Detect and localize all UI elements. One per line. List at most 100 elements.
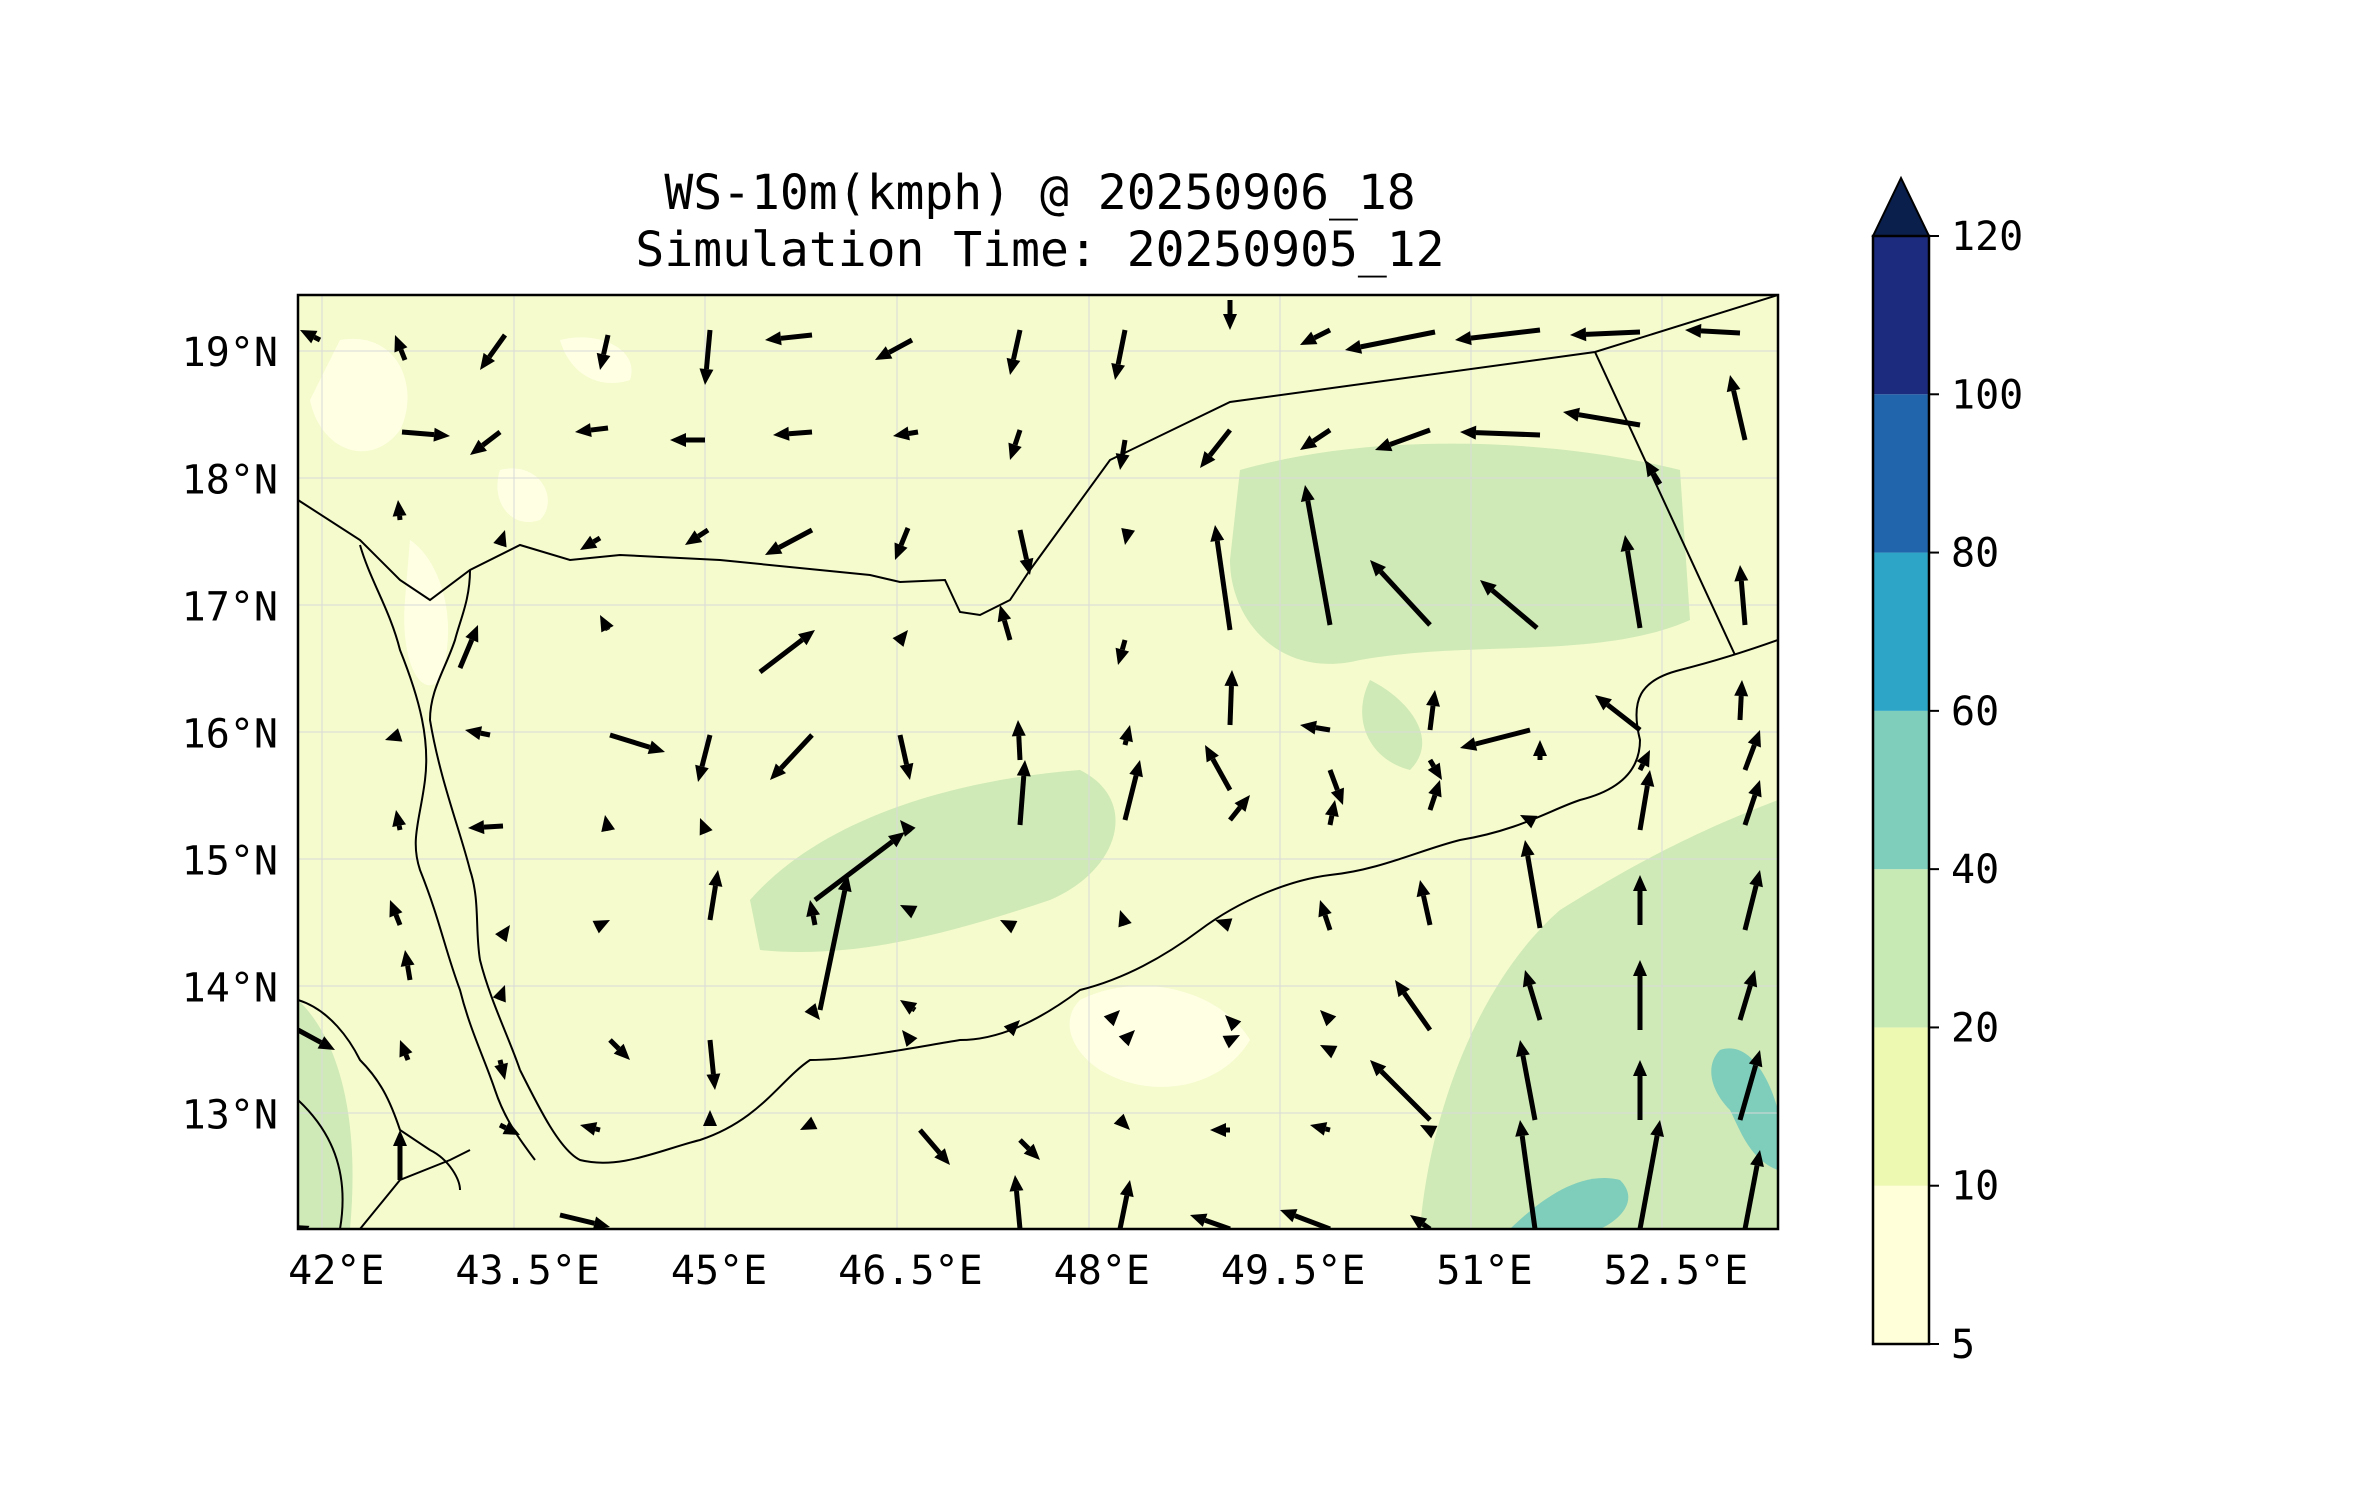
latitude-tick-label: 14°N xyxy=(182,966,278,1012)
wind-vector-arrow xyxy=(997,605,1013,641)
wind-vector-arrow xyxy=(1205,745,1233,792)
wind-vector-arrow xyxy=(393,1130,407,1180)
wind-vector-arrow xyxy=(559,1212,610,1229)
wind-vector-arrow xyxy=(457,625,479,669)
wind-vector-arrow xyxy=(1570,327,1641,342)
colorbar-segment xyxy=(1873,1185,1929,1344)
wind-vector-arrow xyxy=(1009,1175,1024,1229)
wind-vector-arrow xyxy=(394,335,408,361)
latitude-tick-labels: 19°N 18°N 17°N 16°N 15°N 14°N 13°N xyxy=(182,330,278,1138)
wind-vector-arrow xyxy=(1742,730,1761,771)
wind-vector-arrow xyxy=(1480,580,1539,630)
longitude-tick-label: 51°E xyxy=(1436,1248,1532,1294)
wind-vector-arrow xyxy=(1223,300,1237,330)
wind-vector-arrow xyxy=(1224,670,1239,726)
wind-speed-5-10-patch xyxy=(1069,985,1250,1087)
wind-vector-arrow xyxy=(813,832,905,902)
map-frame xyxy=(296,293,1780,1231)
wind-vector-arrow xyxy=(1118,910,1132,928)
yemen-oman-border xyxy=(1594,351,1736,656)
wind-vector-arrow xyxy=(773,426,813,441)
wind-vector-arrow xyxy=(1018,1138,1040,1160)
wind-vector-arrow xyxy=(1633,1060,1647,1120)
longitude-tick-labels: 42°E 43.5°E 45°E 46.5°E 48°E 49.5°E 51°E 52.5°E xyxy=(288,1248,1748,1294)
wind-vector-arrow xyxy=(1111,329,1128,380)
wind-vector-arrow xyxy=(918,1128,950,1165)
horn-of-africa-coast xyxy=(298,1099,344,1229)
wind-vector-arrow xyxy=(817,875,852,1011)
wind-vector-arrow xyxy=(758,630,815,674)
colorbar-tick-label: 5 xyxy=(1951,1322,1975,1368)
wind-vector-arrow xyxy=(1228,795,1250,822)
colorbar-segment xyxy=(1873,869,1929,1028)
wind-vector-arrow xyxy=(1300,327,1332,345)
wind-vector-arrow xyxy=(1370,560,1432,627)
wind-vector-arrow xyxy=(468,820,504,835)
wind-vector-arrow xyxy=(1742,870,1763,931)
wind-vector-arrow xyxy=(601,815,616,833)
wind-vectors xyxy=(298,300,1764,1229)
wind-vector-arrow xyxy=(770,733,814,780)
wind-vector-arrow xyxy=(1737,1050,1763,1121)
colorbar-segment xyxy=(1873,1027,1929,1186)
somali-border xyxy=(359,1149,471,1229)
wind-vector-arrow xyxy=(1225,1015,1242,1032)
wind-vector-arrow xyxy=(897,734,914,780)
wind-vector-arrow xyxy=(1416,880,1433,926)
wind-vector-arrow xyxy=(389,900,403,926)
wind-vector-arrow xyxy=(392,810,407,831)
wind-vector-arrow xyxy=(1563,407,1641,428)
wind-vector-arrow xyxy=(385,728,403,742)
colorbar-tick-label: 10 xyxy=(1951,1164,1999,1210)
wind-vector-arrow xyxy=(1460,425,1541,440)
wind-vector-arrow xyxy=(892,630,908,647)
longitude-tick-label: 45°E xyxy=(671,1248,767,1294)
wind-vector-arrow xyxy=(1280,1209,1331,1229)
wind-vector-arrow xyxy=(1210,525,1233,631)
wind-vector-arrow xyxy=(1122,760,1143,821)
longitude-tick-label: 48°E xyxy=(1054,1248,1150,1294)
wind-vector-arrow xyxy=(1426,690,1440,731)
colorbar-tick-label: 80 xyxy=(1951,531,1999,577)
wind-vector-arrow xyxy=(300,330,322,344)
wind-vector-arrow xyxy=(1017,529,1034,575)
wind-vector-arrow xyxy=(1300,720,1331,735)
wind-vector-arrow xyxy=(1636,750,1650,772)
wind-vector-arrow xyxy=(875,337,914,360)
wind-vector-arrow xyxy=(1210,1123,1230,1137)
wind-vector-arrow xyxy=(580,1122,601,1136)
wind-vector-arrow xyxy=(1113,1113,1130,1130)
longitude-tick-label: 43.5°E xyxy=(455,1248,600,1294)
wind-vector-arrow xyxy=(400,950,415,981)
colorbar-segment xyxy=(1873,710,1929,870)
wind-vector-arrow xyxy=(608,1038,630,1060)
wind-vector-arrow xyxy=(1115,439,1130,470)
wind-vector-arrow xyxy=(1742,780,1762,826)
colorbar-tick-label: 100 xyxy=(1951,372,2023,418)
wind-vector-arrow xyxy=(1522,970,1543,1021)
wind-vector-arrow xyxy=(695,734,713,782)
wind-speed-5-10-patch xyxy=(497,468,548,522)
colorbar-tick-label: 20 xyxy=(1951,1005,1999,1051)
latitude-tick-label: 17°N xyxy=(182,584,278,630)
wind-vector-arrow xyxy=(1395,980,1433,1032)
wind-vector-arrow xyxy=(600,615,614,633)
wind-vector-arrow xyxy=(1190,1213,1231,1229)
wind-vector-arrow xyxy=(1016,760,1031,826)
latitude-tick-label: 18°N xyxy=(182,457,278,503)
wind-vector-arrow xyxy=(685,527,710,545)
wind-speed-5-10-patch xyxy=(404,540,449,686)
wind-vector-arrow xyxy=(703,1110,717,1126)
wind-vector-arrow xyxy=(1003,1020,1020,1037)
wind-vector-arrow xyxy=(1620,535,1643,629)
wind-vector-arrow xyxy=(1375,427,1431,452)
wind-vector-arrow xyxy=(1742,1150,1764,1229)
wind-vector-arrow xyxy=(900,1000,918,1015)
wind-speed-20-40-patch xyxy=(1362,680,1423,770)
wind-vector-arrow xyxy=(1520,815,1538,829)
wind-vector-arrow xyxy=(1011,720,1026,761)
longitude-tick-label: 46.5°E xyxy=(838,1248,983,1294)
latitude-tick-label: 19°N xyxy=(182,330,278,376)
colorbar-extend-arrow xyxy=(1871,175,1931,237)
